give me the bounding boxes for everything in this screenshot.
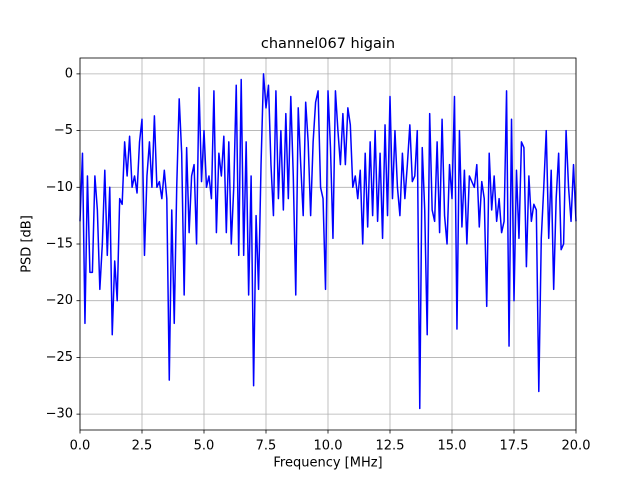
- y-tick-label: −5: [54, 123, 73, 138]
- y-tick-label: −30: [46, 407, 73, 422]
- data-line: [79, 73, 577, 410]
- x-tick-label: 0.0: [70, 439, 91, 454]
- plot-frame: [79, 57, 577, 431]
- y-tick-label: −25: [46, 350, 73, 365]
- y-tick-label: −15: [46, 237, 73, 252]
- x-tick-label: 10.0: [314, 439, 343, 454]
- y-axis-label: PSD [dB]: [20, 215, 35, 273]
- y-tick-label: −20: [46, 293, 73, 308]
- x-tick-label: 7.5: [256, 439, 277, 454]
- x-tick-label: 2.5: [132, 439, 153, 454]
- x-tick-label: 5.0: [194, 439, 215, 454]
- x-tick-label: 12.5: [376, 439, 405, 454]
- y-tick-label: 0: [65, 66, 73, 81]
- x-tick-label: 17.5: [500, 439, 529, 454]
- x-tick-label: 15.0: [438, 439, 467, 454]
- x-axis-label: Frequency [MHz]: [273, 456, 382, 471]
- x-tick-label: 20.0: [562, 439, 591, 454]
- y-tick-label: −10: [46, 180, 73, 195]
- chart-title: channel067 higain: [261, 36, 395, 52]
